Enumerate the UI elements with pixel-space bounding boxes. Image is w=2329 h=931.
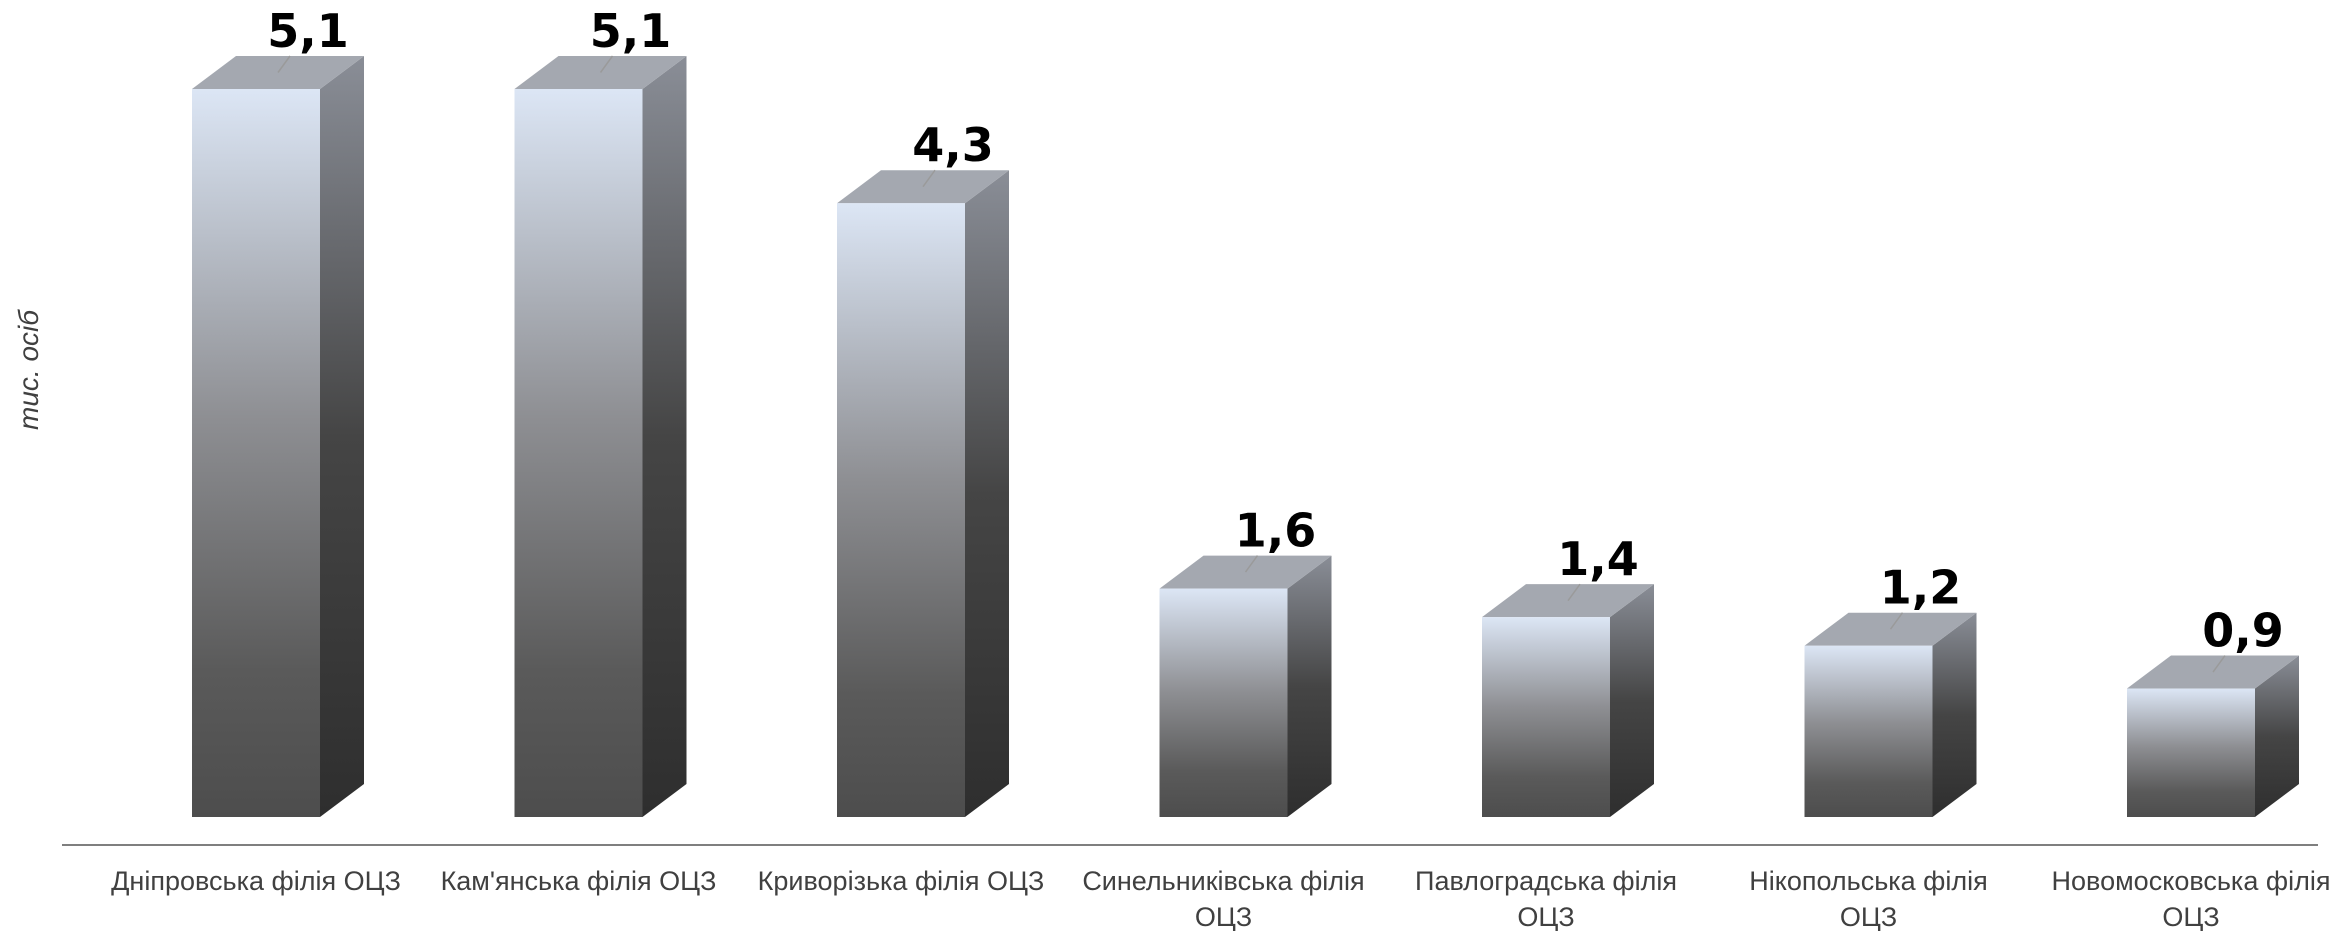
data-label: 1,2 bbox=[1880, 561, 1962, 615]
bar-side-face bbox=[965, 170, 1009, 818]
bar-front-face bbox=[1482, 617, 1610, 817]
category-label: Синельниківська філія ОЦЗ bbox=[1082, 866, 1364, 931]
data-label-leader bbox=[1567, 583, 1581, 602]
bar-side-face bbox=[1287, 555, 1332, 817]
bar: 5,1 bbox=[192, 4, 364, 817]
data-label-leader bbox=[922, 169, 936, 188]
bar-side-face bbox=[1932, 612, 1977, 817]
bar: 4,3 bbox=[837, 118, 1009, 818]
data-label-leader bbox=[599, 55, 614, 73]
data-label: 4,3 bbox=[912, 118, 994, 172]
bar-side-face bbox=[2255, 655, 2299, 817]
bar-front-face bbox=[2127, 688, 2255, 817]
bar: 1,6 bbox=[1159, 504, 1332, 817]
data-label-leader bbox=[1244, 555, 1259, 573]
bar-front-face bbox=[192, 89, 320, 817]
bar: 1,2 bbox=[1804, 561, 1977, 817]
data-label: 1,4 bbox=[1557, 532, 1639, 586]
bar-front-face bbox=[1804, 645, 1933, 817]
bar-front-face bbox=[1159, 588, 1288, 817]
category-label: Нікопольська філія ОЦЗ bbox=[1749, 866, 1988, 931]
bar-front-face bbox=[514, 89, 643, 817]
category-label: Новомосковська філія ОЦЗ bbox=[2052, 866, 2329, 931]
data-label-leader bbox=[2212, 655, 2226, 673]
bar: 1,4 bbox=[1482, 532, 1654, 817]
category-labels: Дніпровська філія ОЦЗ Кам'янська філія ОЦ… bbox=[111, 866, 2329, 931]
data-label: 5,1 bbox=[267, 4, 349, 58]
category-label: Криворізька філія ОЦЗ bbox=[758, 866, 1045, 896]
category-label: Дніпровська філія ОЦЗ bbox=[111, 866, 401, 896]
y-axis-label: тис. осіб bbox=[13, 309, 44, 430]
category-label: Кам'янська філія ОЦЗ bbox=[441, 866, 717, 896]
bar-side-face bbox=[320, 56, 364, 817]
bar: 0,9 bbox=[2127, 604, 2299, 817]
data-label-leader bbox=[277, 55, 291, 73]
bar: 5,1 bbox=[514, 4, 687, 817]
bars-group: 5,1 5,1 4,3 1,6 1,4 1,2 0,9 bbox=[192, 4, 2299, 818]
data-label-leader bbox=[1889, 612, 1904, 630]
data-label: 0,9 bbox=[2202, 604, 2284, 658]
data-label: 1,6 bbox=[1235, 504, 1317, 558]
bar-side-face bbox=[642, 56, 687, 817]
category-label: Павлоградська філія ОЦЗ bbox=[1415, 866, 1677, 931]
bar-side-face bbox=[1610, 584, 1654, 817]
data-label: 5,1 bbox=[590, 4, 672, 58]
bar-front-face bbox=[837, 203, 965, 818]
